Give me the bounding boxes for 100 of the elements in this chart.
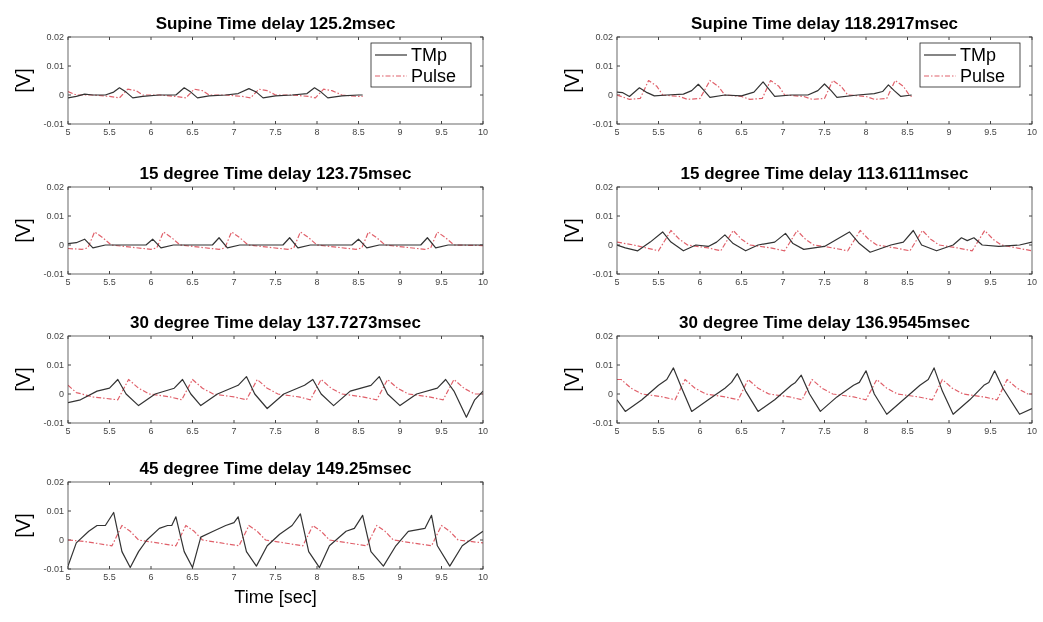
line-series	[68, 378, 483, 401]
x-tick-label: 8	[863, 127, 869, 137]
x-tick-label: 5	[65, 277, 71, 287]
legend-label: Pulse	[411, 66, 457, 86]
x-tick-label: 5	[65, 572, 71, 582]
y-tick-label: 0	[607, 90, 613, 100]
y-axis-title: [V]	[561, 367, 583, 392]
x-tick-label: 7.5	[818, 277, 831, 287]
y-tick-label: 0.02	[46, 32, 64, 42]
x-tick-label: 5.5	[103, 277, 116, 287]
y-tick-label: 0	[58, 389, 64, 399]
x-tick-label: 9	[946, 127, 952, 137]
y-axis-title: [V]	[561, 68, 583, 93]
x-tick-label: 6.5	[186, 277, 199, 287]
x-tick-label: 8.5	[352, 426, 365, 436]
y-axis-title: [V]	[12, 68, 34, 93]
x-tick-label: 9	[946, 277, 952, 287]
x-tick-label: 6	[697, 426, 703, 436]
x-tick-label: 8	[314, 277, 320, 287]
x-tick-label: 10	[477, 426, 489, 436]
y-tick-label: 0.02	[595, 331, 613, 341]
x-tick-label: 7	[231, 277, 237, 287]
x-tick-label: 6.5	[735, 277, 748, 287]
x-tick-label: 10	[477, 127, 489, 137]
chart-title: 15 degree Time delay 123.75msec	[139, 164, 412, 183]
y-tick-label: 0.01	[595, 360, 613, 370]
x-tick-label: 7.5	[269, 426, 282, 436]
y-tick-label: 0.02	[46, 477, 64, 487]
x-tick-label: 5.5	[652, 277, 665, 287]
x-tick-label: 5.5	[652, 426, 665, 436]
y-axis-title: [V]	[12, 367, 34, 392]
x-tick-label: 5	[614, 426, 620, 436]
x-tick-label: 6	[148, 426, 154, 436]
x-tick-label: 5	[614, 127, 620, 137]
x-tick-label: 5	[65, 426, 71, 436]
x-tick-label: 8.5	[352, 277, 365, 287]
legend-label: Pulse	[960, 66, 1006, 86]
y-tick-label: -0.01	[43, 418, 64, 428]
x-tick-label: 6.5	[186, 426, 199, 436]
x-tick-label: 7	[231, 572, 237, 582]
legend-label: TMp	[411, 45, 447, 65]
x-tick-label: 6	[148, 127, 154, 137]
x-tick-label: 10	[1026, 277, 1038, 287]
y-tick-label: -0.01	[592, 269, 613, 279]
x-tick-label: 7	[780, 127, 786, 137]
y-tick-label: -0.01	[43, 119, 64, 129]
x-tick-label: 7	[780, 277, 786, 287]
x-tick-label: 7	[231, 426, 237, 436]
x-tick-label: 10	[1026, 127, 1038, 137]
line-series	[617, 378, 1032, 401]
y-tick-label: 0.01	[46, 360, 64, 370]
x-tick-label: 8	[314, 127, 320, 137]
y-tick-label: 0.01	[46, 211, 64, 221]
x-tick-label: 7.5	[818, 127, 831, 137]
x-tick-label: 6	[697, 127, 703, 137]
x-tick-label: 7.5	[269, 572, 282, 582]
y-tick-label: 0.01	[595, 211, 613, 221]
x-tick-label: 6.5	[735, 426, 748, 436]
y-tick-label: -0.01	[43, 269, 64, 279]
chart-title: Supine Time delay 118.2917msec	[690, 14, 959, 33]
x-tick-label: 7.5	[818, 426, 831, 436]
x-tick-label: 9.5	[435, 572, 448, 582]
x-tick-label: 8.5	[352, 127, 365, 137]
x-tick-label: 6	[148, 277, 154, 287]
x-tick-label: 6	[697, 277, 703, 287]
y-tick-label: 0	[607, 389, 613, 399]
x-tick-label: 5	[614, 277, 620, 287]
x-tick-label: 9	[946, 426, 952, 436]
x-tick-label: 6.5	[735, 127, 748, 137]
x-tick-label: 8	[863, 277, 869, 287]
x-tick-label: 9	[397, 572, 403, 582]
x-tick-label: 6	[148, 572, 154, 582]
x-tick-label: 8	[863, 426, 869, 436]
x-tick-label: 8.5	[901, 277, 914, 287]
x-tick-label: 8	[314, 426, 320, 436]
x-tick-label: 9	[397, 127, 403, 137]
x-tick-label: 9.5	[435, 426, 448, 436]
x-tick-label: 6.5	[186, 127, 199, 137]
x-tick-label: 7.5	[269, 127, 282, 137]
x-tick-label: 10	[477, 277, 489, 287]
line-series	[68, 376, 483, 418]
x-axis-title: Time [sec]	[234, 587, 317, 607]
x-tick-label: 8.5	[352, 572, 365, 582]
x-tick-label: 7	[231, 127, 237, 137]
y-axis-title: [V]	[12, 513, 34, 538]
x-tick-label: 5.5	[652, 127, 665, 137]
x-tick-label: 9.5	[984, 426, 997, 436]
x-tick-label: 9.5	[435, 127, 448, 137]
line-series	[68, 524, 483, 547]
x-tick-label: 5.5	[103, 426, 116, 436]
x-tick-label: 8	[314, 572, 320, 582]
legend-label: TMp	[960, 45, 996, 65]
chart-title: Supine Time delay 125.2msec	[155, 14, 396, 33]
x-tick-label: 8.5	[901, 426, 914, 436]
y-tick-label: 0.02	[46, 182, 64, 192]
y-tick-label: 0.01	[595, 61, 613, 71]
x-tick-label: 7.5	[269, 277, 282, 287]
chart-title: 30 degree Time delay 136.9545msec	[679, 313, 970, 332]
chart-title: 30 degree Time delay 137.7273msec	[130, 313, 421, 332]
x-tick-label: 10	[1026, 426, 1038, 436]
